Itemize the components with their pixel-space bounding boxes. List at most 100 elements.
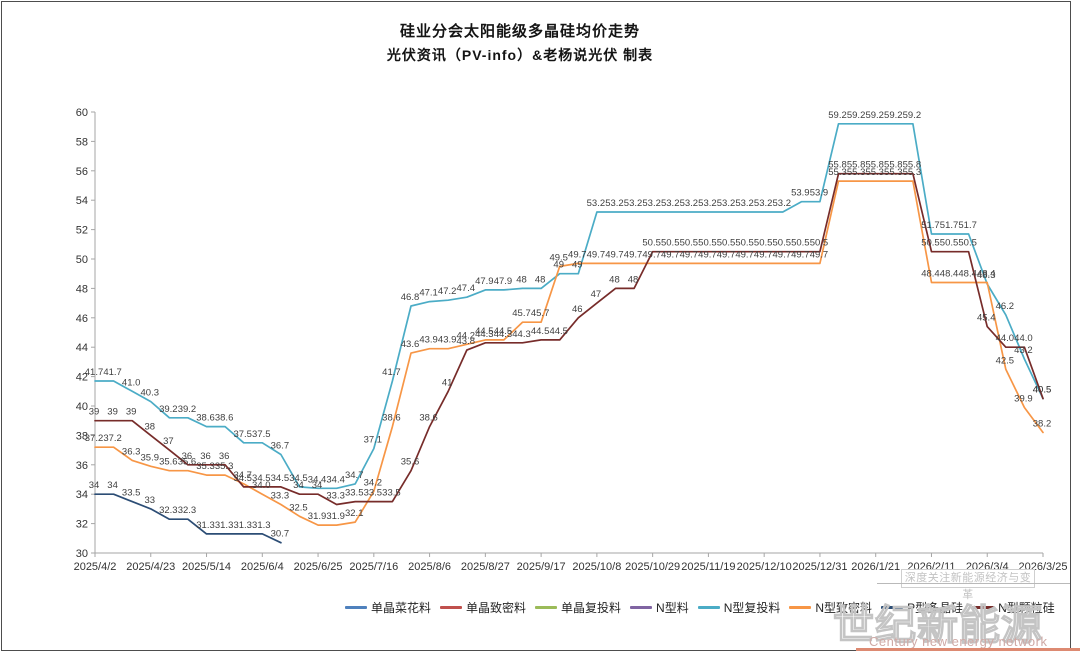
y-axis-tick-label: 42 (76, 372, 88, 384)
legend-label: N型料 (656, 601, 689, 615)
data-label: 47.4 (457, 283, 476, 294)
data-label: 37.1 (364, 435, 383, 446)
data-label: 53.2 (587, 198, 606, 209)
data-label: 44.3 (512, 329, 531, 340)
y-axis-tick-label: 54 (76, 195, 88, 207)
data-label: 50.5 (661, 238, 680, 249)
legend-label: 单晶复投料 (561, 601, 622, 615)
x-axis-tick-label: 2025/6/4 (241, 561, 284, 573)
data-label: 37.5 (233, 429, 252, 440)
chart-legend: 单晶菜花料 单晶致密料 单晶复投料 N型料 N型复投料 N型致密料 P型多晶硅 N型颗粒硅 (345, 599, 1065, 616)
data-label: 50.5 (754, 238, 773, 249)
legend-item-N型料: N型料 (630, 599, 689, 616)
y-axis-tick-label: 60 (76, 107, 88, 119)
legend-swatch (440, 606, 463, 609)
data-label: 46.2 (996, 301, 1015, 312)
y-axis-tick-label: 56 (76, 166, 88, 178)
data-label: 43.9 (438, 335, 457, 346)
legend-label: N型致密料 (815, 601, 873, 615)
data-label: 33.5 (382, 488, 401, 499)
data-label: 50.5 (791, 238, 810, 249)
data-label: 49.7 (605, 249, 624, 260)
data-label: 34 (312, 480, 323, 491)
series-line-N型致密料 (94, 180, 1044, 526)
series-line-N型复投料 (94, 122, 1044, 490)
y-axis-tick-label: 40 (76, 401, 88, 413)
data-label: 55.8 (828, 160, 847, 171)
data-label: 53.2 (773, 198, 792, 209)
data-label: 38.2 (1033, 418, 1052, 429)
data-label: 44.5 (549, 326, 568, 337)
data-label: 48.4 (940, 269, 959, 280)
legend-label: N型颗粒硅 (998, 601, 1055, 615)
data-label: 36 (182, 451, 193, 462)
data-label: 44.0 (996, 333, 1015, 344)
data-label: 53.2 (605, 198, 624, 209)
data-label: 48.4 (958, 269, 977, 280)
data-label: 31.9 (326, 511, 345, 522)
data-label: 41.0 (122, 377, 141, 388)
legend-swatch (789, 606, 812, 609)
legend-label: 单晶致密料 (466, 601, 527, 615)
data-label: 55.3 (884, 167, 903, 178)
data-label: 49 (553, 260, 564, 271)
data-label: 37.2 (85, 433, 104, 444)
data-label: 37 (163, 436, 174, 447)
data-label: 51.7 (921, 220, 940, 231)
chart-title: 硅业分会太阳能级多晶硅均价走势 (399, 23, 640, 40)
x-axis-tick-label: 2025/12/31 (792, 561, 847, 573)
legend-swatch (535, 606, 558, 609)
data-label: 50.5 (958, 238, 977, 249)
data-label: 43.9 (419, 335, 438, 346)
y-axis-tick-label: 32 (76, 519, 88, 531)
data-label: 50.5 (921, 238, 940, 249)
legend-item-N型致密料: N型致密料 (789, 599, 872, 616)
data-label: 34.0 (252, 480, 271, 491)
data-label: 34 (89, 480, 100, 491)
data-label: 38.6 (382, 413, 401, 424)
data-label: 34.7 (233, 470, 252, 481)
x-axis-tick-label: 2025/8/27 (461, 561, 510, 573)
data-label: 49.7 (717, 249, 736, 260)
legend-item-单晶致密料: 单晶致密料 (440, 599, 526, 616)
data-label: 34.7 (345, 470, 364, 481)
data-label: 59.2 (903, 110, 922, 121)
data-label: 55.8 (865, 160, 884, 171)
data-label: 39.2 (159, 404, 178, 415)
x-axis-tick-label: 2025/9/17 (517, 561, 566, 573)
data-label: 50.5 (940, 238, 959, 249)
data-label: 36.7 (271, 441, 290, 452)
data-label: 44.5 (494, 326, 513, 337)
data-label: 34.2 (364, 477, 383, 488)
data-label: 48.4 (977, 269, 996, 280)
chart-subtitle: 光伏资讯（PV-info）&老杨说光伏 制表 (386, 47, 654, 63)
y-axis-tick-label: 50 (76, 254, 88, 266)
data-label: 50.5 (735, 238, 754, 249)
data-label: 33.3 (271, 490, 290, 501)
data-label: 53.2 (717, 198, 736, 209)
data-label: 34 (293, 480, 304, 491)
data-label: 44.3 (475, 329, 494, 340)
data-label: 35.6 (178, 457, 197, 468)
data-label: 49.5 (549, 252, 568, 263)
watermark-divider (877, 583, 1070, 584)
x-axis-tick-label: 2025/5/14 (182, 561, 231, 573)
data-label: 49.7 (680, 249, 699, 260)
data-label: 30.7 (271, 529, 290, 540)
data-label: 33.5 (364, 488, 383, 499)
data-label: 50.5 (642, 238, 661, 249)
data-label: 59.2 (884, 110, 903, 121)
data-label: 34.4 (326, 474, 345, 485)
data-label: 53.2 (624, 198, 643, 209)
data-label: 44.3 (494, 329, 513, 340)
data-label: 32.3 (178, 505, 197, 516)
data-label: 37.5 (252, 429, 271, 440)
x-axis-tick-label: 2025/8/6 (408, 561, 451, 573)
data-label: 43.2 (1014, 345, 1033, 356)
data-label: 31.3 (215, 520, 234, 531)
x-axis-tick-label: 2025/11/19 (681, 561, 735, 573)
data-label: 49.7 (773, 249, 792, 260)
data-label: 38.6 (419, 413, 438, 424)
x-axis-tick-label: 2025/4/2 (74, 561, 117, 573)
data-label: 32.1 (345, 508, 364, 519)
